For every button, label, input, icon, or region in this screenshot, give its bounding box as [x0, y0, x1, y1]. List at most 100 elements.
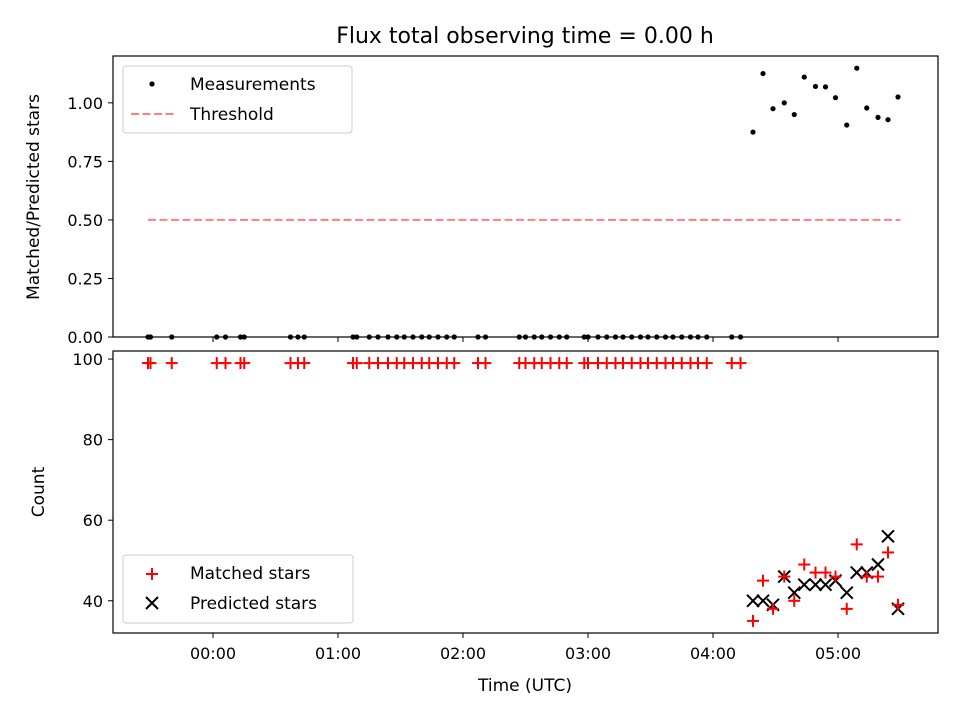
predicted-star-marker: [818, 577, 833, 592]
measurement-point: [547, 334, 554, 340]
measurement-point: [366, 334, 372, 340]
predicted-marker-b: [840, 586, 854, 600]
x-tick-label: 05:00: [815, 644, 861, 663]
measurement-point: [844, 122, 850, 128]
predicted-star-marker: [756, 594, 770, 608]
matched-star-marker: [700, 357, 713, 370]
x-axis-label: Time (UTC): [477, 676, 572, 696]
predicted-marker-b: [818, 577, 833, 592]
legend-predicted-marker: [145, 596, 159, 610]
top-y-ticks: 0.00 0.25 0.50 0.75 1.00: [67, 94, 113, 347]
matched-star-marker: [872, 570, 884, 583]
x-tick-label: 02:00: [440, 644, 486, 663]
matched-star-marker: [298, 357, 311, 370]
measurement-points: [145, 65, 901, 340]
predicted-marker-b: [797, 577, 811, 592]
matched-star-marker: [882, 546, 894, 559]
measurement-point: [426, 334, 432, 340]
measurement-point: [704, 334, 710, 340]
legend-matched-label: Matched stars: [190, 564, 310, 584]
legend-predicted-label: Predicted stars: [190, 594, 317, 614]
measurement-point: [585, 334, 591, 340]
predicted-star-marker: [840, 586, 854, 600]
measurement-point: [385, 334, 391, 340]
measurement-point: [895, 94, 901, 100]
top-y-tick-label: 0.50: [67, 211, 103, 230]
measurement-point: [760, 70, 766, 77]
chart-title: Flux total observing time = 0.00 h: [336, 24, 714, 49]
measurement-point: [750, 129, 756, 135]
bottom-y-tick-label: 80: [83, 431, 103, 450]
measurement-point: [729, 334, 735, 340]
measurement-point: [444, 334, 450, 340]
measurement-point: [612, 334, 619, 340]
bottom-legend-box: [122, 554, 354, 624]
measurement-point: [556, 334, 562, 340]
predicted-marker-b: [871, 557, 885, 572]
measurement-point: [687, 334, 694, 340]
predicted-star-marker: [787, 586, 801, 600]
measurement-point: [147, 334, 154, 340]
measurement-point: [864, 105, 870, 111]
predicted-marker-b: [881, 529, 895, 544]
measurement-point: [475, 334, 481, 340]
measurement-point: [516, 334, 522, 340]
bottom-x-ticks: 00:00 01:00 02:00 03:00 04:00 05:00: [190, 633, 861, 663]
x-tick-label: 00:00: [190, 644, 236, 663]
measurement-point: [301, 334, 307, 340]
predicted-star-marker: [871, 557, 885, 572]
measurement-point: [832, 95, 839, 101]
matched-star-marker: [165, 357, 178, 370]
measurement-point: [354, 334, 360, 340]
predicted-star-marker: [881, 529, 895, 544]
measurement-point: [401, 334, 407, 340]
matched-star-marker: [757, 574, 769, 587]
measurement-point: [645, 334, 651, 340]
measurement-point: [581, 334, 587, 340]
matched-star-marker: [798, 558, 811, 571]
bottom-y-axis-label: Count: [29, 466, 49, 517]
measurement-point: [169, 334, 175, 340]
matched-star-marker: [238, 357, 251, 370]
matched-star-marker: [767, 602, 779, 615]
measurement-point: [241, 334, 247, 340]
legend-measurement-marker: [149, 81, 155, 87]
top-panel: 0.00 0.25 0.50 0.75 1.00 Matched/Predicted s…: [24, 55, 939, 347]
measurement-point: [770, 106, 776, 112]
top-y-axis-label: Matched/Predicted stars: [24, 94, 44, 300]
measurement-point: [237, 334, 244, 340]
matched-star-marker: [840, 602, 853, 615]
measurement-point: [670, 334, 676, 340]
bottom-legend: Matched stars Predicted stars: [122, 554, 354, 624]
matched-star-marker: [219, 357, 232, 370]
measurement-point: [629, 334, 635, 340]
predicted-star-marker: [746, 594, 760, 608]
predicted-marker-b: [756, 594, 770, 608]
top-legend: Measurements Threshold: [122, 65, 353, 134]
measurement-point: [654, 334, 660, 340]
measurement-point: [482, 334, 489, 340]
legend-matched-marker: [146, 568, 158, 580]
matched-star-marker: [479, 357, 492, 370]
predicted-marker-b: [787, 586, 801, 600]
star-count-points: [142, 357, 905, 627]
measurement-point: [522, 334, 529, 340]
matched-star-marker: [829, 570, 842, 583]
measurement-point: [419, 334, 425, 340]
matched-star-marker: [747, 614, 759, 627]
matched-star-marker: [448, 357, 461, 370]
measurement-point: [812, 83, 819, 90]
measurement-point: [604, 334, 610, 340]
matched-star-marker: [350, 357, 363, 370]
top-legend-box: [122, 65, 353, 134]
measurement-point: [435, 334, 441, 340]
measurement-point: [564, 334, 570, 340]
matched-star-marker: [560, 357, 573, 370]
matched-star-marker: [819, 566, 832, 579]
top-y-tick-label: 1.00: [67, 94, 103, 113]
measurement-point: [595, 334, 601, 340]
measurement-point: [287, 334, 294, 340]
measurement-point: [695, 334, 701, 340]
measurement-point: [791, 111, 797, 118]
